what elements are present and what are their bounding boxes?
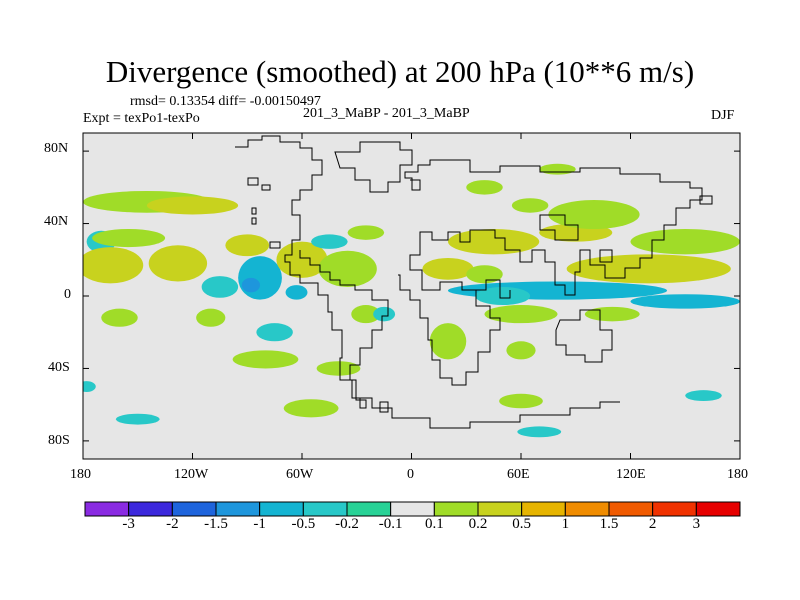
divergence-contour-region (83, 247, 144, 284)
lat-tick-label: 0 (64, 287, 71, 302)
divergence-contour-region (539, 163, 576, 175)
lon-tick-label: 120W (174, 467, 209, 482)
divergence-contour-region (475, 286, 531, 306)
colorbar-swatch (215, 501, 261, 517)
divergence-contour-region (232, 350, 299, 369)
lat-tick-label: 80S (48, 433, 70, 448)
divergence-contour-region (448, 228, 540, 255)
colorbar-swatch (608, 501, 654, 517)
colorbar-swatch (84, 501, 130, 517)
colorbar-swatch (390, 501, 435, 517)
divergence-contour-region (506, 341, 536, 360)
colorbar-swatch (302, 501, 348, 517)
stats-text: rmsd= 0.13354 diff= -0.00150497 (130, 94, 321, 109)
case-label: 201_3_MaBP - 201_3_MaBP (303, 106, 470, 121)
divergence-contour-region (285, 285, 308, 300)
divergence-contour-region (256, 323, 293, 342)
lon-tick-label: 180 (727, 467, 748, 482)
colorbar-label: -0.1 (378, 516, 403, 532)
divergence-contour-region (115, 413, 160, 425)
colorbar-swatch (259, 501, 304, 517)
colorbar-label: -0.2 (335, 516, 359, 532)
divergence-contour-region (83, 381, 96, 392)
colorbar-swatch (521, 501, 566, 517)
colorbar-swatch (128, 501, 173, 517)
divergence-contour-region (484, 305, 558, 324)
divergence-contour-region (196, 308, 226, 327)
colorbar-label: 3 (692, 516, 701, 532)
divergence-contour-region (511, 198, 549, 213)
divergence-contour-region (630, 294, 740, 309)
colorbar-swatch (695, 501, 741, 517)
divergence-contour-region (566, 254, 731, 284)
divergence-contour-region (225, 234, 270, 257)
divergence-contour-region (373, 306, 396, 322)
divergence-contour-region (584, 306, 640, 322)
lat-tick-label: 40S (48, 360, 70, 375)
lat-tick-label: 40N (44, 214, 69, 229)
divergence-contour-region (241, 277, 261, 293)
divergence-contour-region (283, 399, 339, 418)
divergence-contour-region (101, 308, 138, 327)
colorbar (84, 501, 741, 517)
lon-tick-label: 120E (616, 467, 646, 482)
divergence-contour-region (351, 305, 381, 324)
divergence-contour-region (148, 245, 208, 282)
divergence-contour-region (685, 390, 722, 402)
colorbar-swatch (171, 501, 217, 517)
colorbar-label: -3 (122, 516, 135, 532)
lon-tick-label: 0 (407, 467, 414, 482)
divergence-contour-region (466, 265, 503, 284)
divergence-contour-region (316, 361, 361, 376)
colorbar-label: -1 (253, 516, 266, 532)
colorbar-label: 1 (561, 516, 570, 532)
divergence-contour-region (311, 234, 348, 249)
divergence-contour-region (92, 228, 166, 248)
coastline-greenland (334, 141, 413, 193)
lat-tick-label: 80N (44, 141, 69, 156)
divergence-contour-region (276, 241, 328, 278)
colorbar-label: -0.5 (291, 516, 316, 532)
divergence-contour-region (466, 180, 503, 195)
plot-title: Divergence (smoothed) at 200 hPa (10**6 … (105, 54, 695, 89)
season-label: DJF (711, 108, 735, 123)
experiment-label: Expt = texPo1-texPo (83, 111, 200, 126)
colorbar-label: 0.5 (512, 516, 532, 532)
colorbar-label: 0.1 (424, 516, 444, 532)
coastline-australia (555, 309, 613, 363)
lon-tick-label: 60W (286, 467, 314, 482)
colorbar-swatch (346, 501, 392, 517)
colorbar-swatch (477, 501, 523, 517)
colorbar-swatch (652, 501, 697, 517)
colorbar-swatch (564, 501, 610, 517)
coastline-afro-eurasia (398, 159, 703, 386)
colorbar-label: 0.2 (468, 516, 488, 532)
coastline-islands (247, 177, 713, 413)
lon-tick-label: 180 (70, 467, 91, 482)
divergence-contour-region (422, 257, 474, 280)
divergence-contour-region (318, 250, 377, 287)
colorbar-label: 1.5 (599, 516, 619, 532)
coastline-arabia (476, 279, 511, 299)
coastline-americas (235, 135, 389, 409)
divergence-contour-region (630, 228, 740, 255)
colorbar-label: 2 (648, 516, 657, 532)
divergence-contour-region (517, 426, 562, 438)
colorbar-swatch (433, 501, 479, 517)
coastline-antarctica (352, 397, 620, 429)
divergence-contour-region (347, 225, 385, 240)
divergence-contour-region (429, 323, 467, 360)
divergence-contour-region (146, 196, 239, 215)
divergence-contour-region (201, 276, 239, 298)
divergence-contour-region (548, 200, 640, 229)
colorbar-label: -1.5 (204, 516, 228, 532)
divergence-contour-region (499, 393, 543, 409)
colorbar-label: -2 (166, 516, 179, 532)
divergence-contour-region (238, 256, 282, 300)
lon-tick-label: 60E (507, 467, 530, 482)
